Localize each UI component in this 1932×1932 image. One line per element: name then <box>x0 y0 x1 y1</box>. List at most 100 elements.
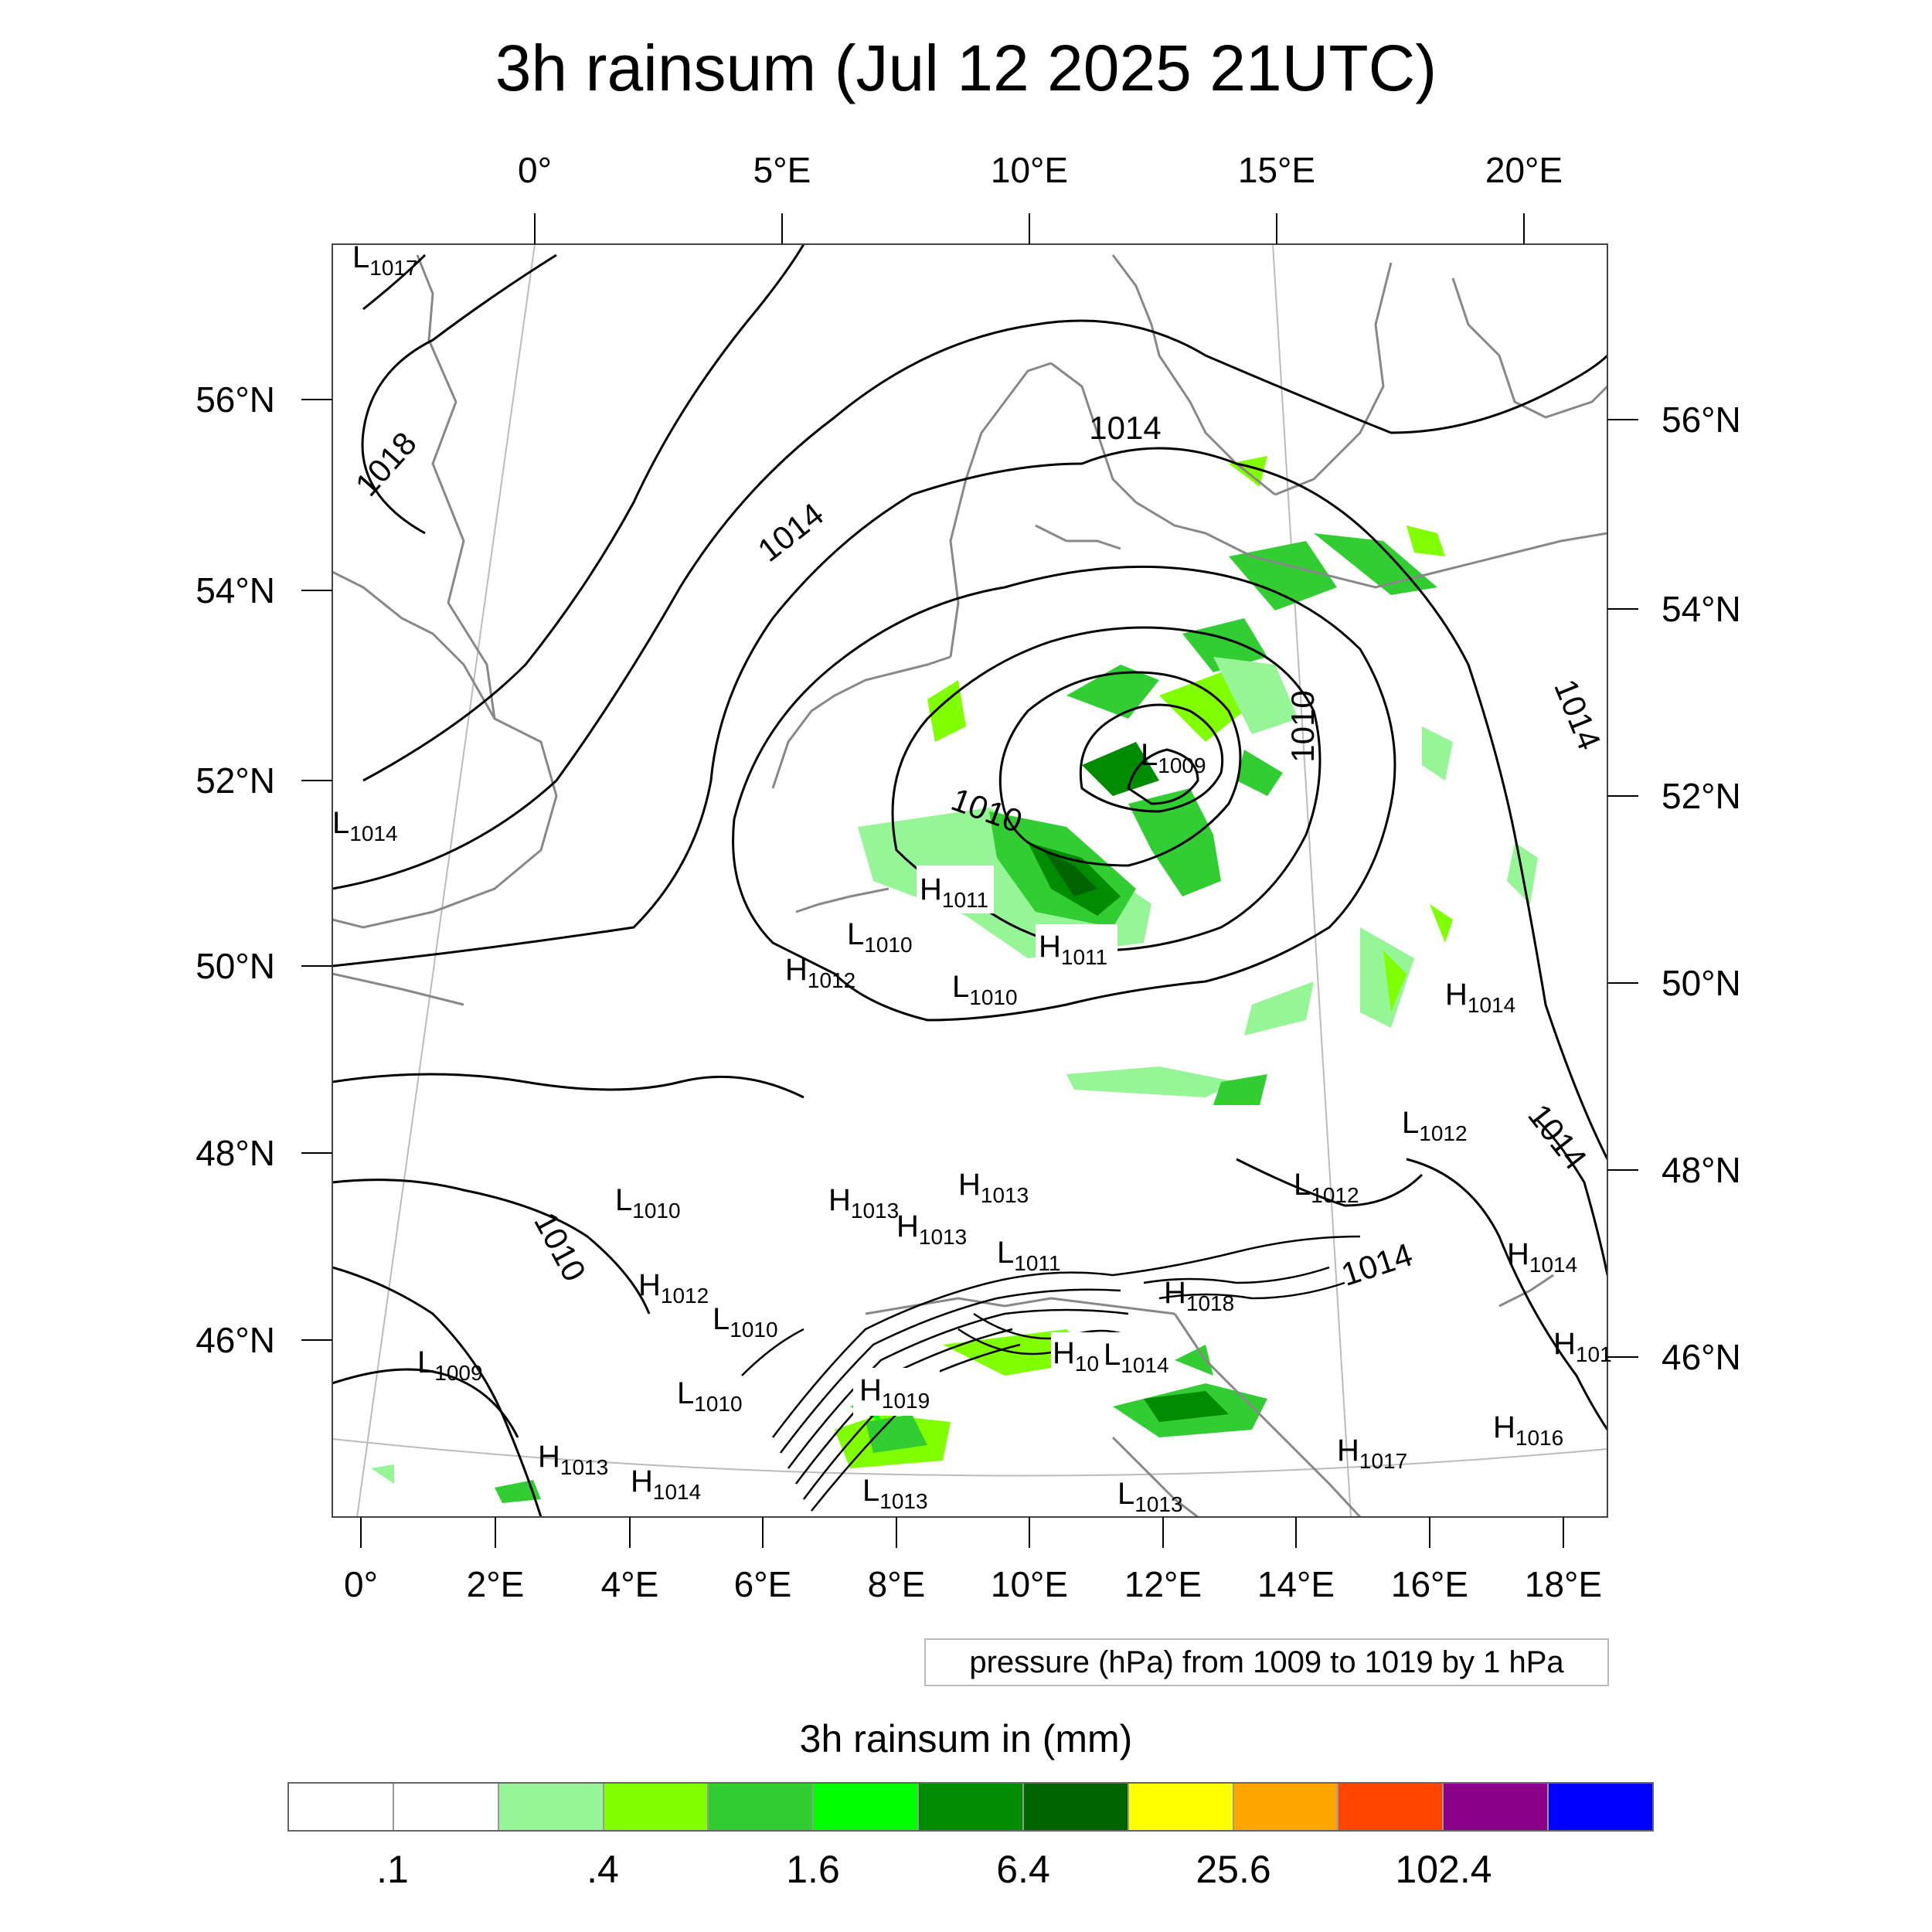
rain-area <box>1213 1074 1267 1105</box>
pressure-center-high: H101 <box>1553 1327 1612 1366</box>
rain-area <box>1406 526 1445 556</box>
right-lat-label: 52°N <box>1662 776 1741 816</box>
bottom-lon-label: 2°E <box>467 1564 525 1604</box>
pressure-center-high: H1019 <box>859 1373 930 1413</box>
coastlines <box>332 254 1607 1517</box>
colorbar-swatch <box>498 1784 604 1830</box>
colorbar-tick-label: .4 <box>587 1848 619 1891</box>
right-lat-label: 54°N <box>1662 589 1741 629</box>
pressure-center-low: L1011 <box>997 1236 1060 1275</box>
bottom-lon-labels: 0° 2°E 4°E 6°E 8°E 10°E 12°E 14°E 16°E 1… <box>344 1564 1602 1604</box>
pressure-center-high: H1014 <box>1507 1237 1577 1277</box>
pressure-center-low: L1014 <box>332 806 398 845</box>
pressure-center-high: H1014 <box>1445 978 1515 1017</box>
pressure-center-low: L1014 <box>1104 1338 1169 1377</box>
contour-info-box: pressure (hPa) from 1009 to 1019 by 1 hP… <box>924 1638 1609 1686</box>
colorbar-swatch <box>709 1784 815 1830</box>
rain-area <box>1066 1066 1236 1097</box>
top-lon-label: 5°E <box>753 150 811 190</box>
bottom-lon-label: 12°E <box>1124 1564 1202 1604</box>
left-lat-label: 56°N <box>196 379 275 420</box>
bottom-lon-label: 8°E <box>868 1564 926 1604</box>
colorbar-swatch <box>919 1784 1024 1830</box>
pressure-center-high: H1013 <box>538 1440 608 1479</box>
rain-area <box>1213 657 1298 734</box>
left-lat-label: 54°N <box>196 570 275 611</box>
colorbar-labels: .1 .4 1.6 6.4 25.6 102.4 <box>287 1847 1654 1893</box>
pressure-center-low: L1013 <box>862 1474 928 1513</box>
colorbar-swatch <box>1128 1784 1234 1830</box>
pressure-center-high: H1012 <box>785 953 855 992</box>
pressure-center-high: H1011 <box>1039 930 1107 969</box>
left-lat-label: 46°N <box>196 1320 275 1360</box>
rain-area <box>1430 904 1453 943</box>
bottom-lon-label: 0° <box>344 1564 378 1604</box>
colorbar-tick-label: 6.4 <box>996 1848 1050 1891</box>
right-lat-label: 48°N <box>1662 1150 1741 1190</box>
isobar-label: 1010 <box>1284 690 1321 762</box>
colorbar-tick-label: .1 <box>376 1848 409 1891</box>
pressure-center-low: L1010 <box>952 970 1018 1009</box>
bottom-lon-label: 16°E <box>1391 1564 1468 1604</box>
pressure-center-low: L1017 <box>352 240 418 280</box>
tick-marks <box>301 213 1638 1548</box>
rain-area <box>1043 850 1097 896</box>
pressure-center-low: L1012 <box>1294 1168 1359 1207</box>
pressure-center-high: H1012 <box>638 1268 709 1308</box>
pressure-center-high: H1018 <box>1164 1276 1234 1315</box>
left-lat-label: 48°N <box>196 1133 275 1173</box>
top-lon-label: 10°E <box>991 150 1068 190</box>
pressure-center-high: H1013 <box>958 1168 1029 1207</box>
colorbar-tick-label: 102.4 <box>1395 1848 1492 1891</box>
pressure-center-high: H1017 <box>1337 1434 1407 1473</box>
pressure-centers: L1017 L1014 L1009 H1011 L1010 H1011 H101… <box>332 240 1612 1516</box>
pressure-center-high: H1011 <box>920 872 988 912</box>
colorbar-swatch <box>604 1784 709 1830</box>
right-lat-label: 50°N <box>1662 963 1741 1003</box>
legend-title: 3h rainsum in (mm) <box>799 1717 1133 1760</box>
right-lat-label: 46°N <box>1662 1337 1741 1377</box>
isobar-label: 1014 <box>1089 410 1161 446</box>
colorbar-swatch <box>393 1784 499 1830</box>
left-lat-label: 50°N <box>196 946 275 986</box>
left-lat-label: 52°N <box>196 760 275 801</box>
rain-area <box>927 680 966 742</box>
isobar-labels: 1018 1014 1014 1010 1010 1014 1014 1010 … <box>348 410 1607 1293</box>
top-lon-label: 0° <box>518 150 552 190</box>
colorbar-swatch <box>1338 1784 1444 1830</box>
plot-border <box>332 243 1608 1518</box>
rain-areas <box>371 456 1538 1503</box>
pressure-center-low: L1009 <box>1141 738 1206 777</box>
pressure-center-high: H1013 <box>828 1183 899 1223</box>
bottom-lon-label: 10°E <box>991 1564 1068 1604</box>
colorbar <box>287 1782 1654 1832</box>
bottom-lon-label: 4°E <box>601 1564 659 1604</box>
colorbar-tick-label: 25.6 <box>1196 1848 1271 1891</box>
colorbar-swatch <box>1023 1784 1129 1830</box>
pressure-center-high: H10 <box>1053 1336 1099 1376</box>
pressure-center-high: H1014 <box>631 1464 701 1504</box>
rain-area <box>858 808 1151 958</box>
rain-area <box>1082 742 1159 796</box>
pressure-center-high: H1016 <box>1493 1410 1563 1450</box>
rain-area <box>1422 726 1453 781</box>
left-lat-labels: 56°N 54°N 52°N 50°N 48°N 46°N <box>196 379 275 1360</box>
rain-area <box>1144 1391 1229 1422</box>
rain-area <box>1236 750 1283 796</box>
pressure-center-low: L1010 <box>713 1302 778 1342</box>
rain-area <box>1175 1345 1213 1376</box>
top-lon-label: 15°E <box>1238 150 1315 190</box>
right-lat-labels: 56°N 54°N 52°N 50°N 48°N 46°N <box>1662 400 1741 1377</box>
rain-area <box>371 1464 394 1484</box>
colorbar-swatch <box>1549 1784 1652 1830</box>
pressure-center-low: L1013 <box>1117 1477 1183 1516</box>
rain-area <box>866 1414 927 1453</box>
pressure-center-high: H1013 <box>896 1209 967 1249</box>
pressure-center-low: L1010 <box>615 1183 681 1223</box>
top-lon-label: 20°E <box>1485 150 1563 190</box>
map-title: 3h rainsum (Jul 12 2025 21UTC) <box>495 32 1437 104</box>
colorbar-tick-label: 1.6 <box>786 1848 840 1891</box>
pressure-center-low: L1009 <box>417 1345 483 1385</box>
rain-area <box>1182 618 1267 672</box>
